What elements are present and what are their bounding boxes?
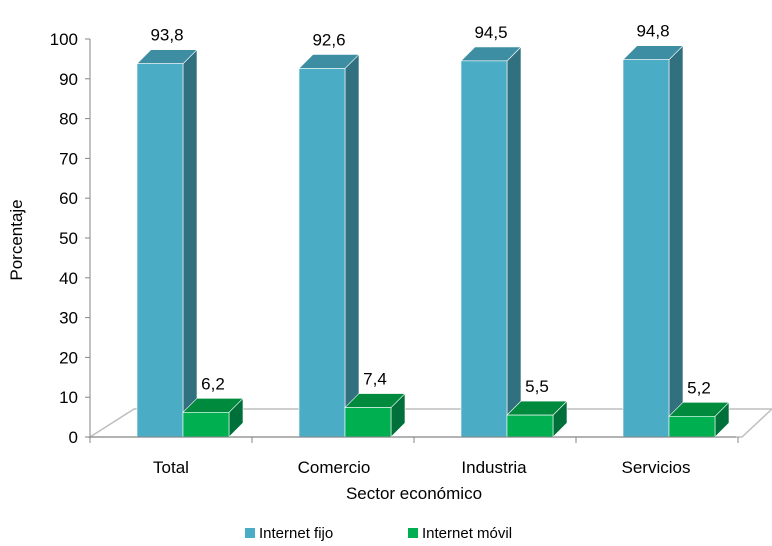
bar-front-face: [668, 416, 716, 438]
y-tick-label: 90: [59, 70, 78, 89]
x-axis: Total Comercio Industria Servicios: [89, 436, 739, 477]
bar-front-face: [182, 412, 230, 438]
legend-swatch-internet-fijo: [245, 528, 255, 538]
bar-internet-movil-total: [182, 397, 244, 438]
x-axis-title: Sector económico: [346, 484, 482, 503]
data-label-internet-movil-industria: 5,5: [525, 377, 549, 396]
data-label-internet-movil-comercio: 7,4: [363, 370, 387, 389]
x-tick-label: Industria: [461, 458, 527, 477]
legend: Internet fijo Internet móvil: [245, 525, 512, 542]
bar-internet-movil-industria: [506, 400, 568, 438]
bar-side-face: [506, 46, 522, 438]
data-label-internet-fijo-comercio: 92,6: [312, 30, 345, 49]
legend-label-internet-fijo: Internet fijo: [259, 525, 333, 542]
bar-side-face: [182, 48, 198, 438]
bar-front-face: [622, 59, 670, 438]
bar-side-face: [344, 53, 360, 438]
bar-internet-fijo-servicios: [622, 44, 684, 438]
data-labels: 93,8 6,2 92,6 7,4 94,5 5,5 94,8 5,2: [150, 22, 710, 398]
x-tick-label: Comercio: [298, 458, 371, 477]
x-tick-label: Servicios: [622, 458, 691, 477]
bar-front-face: [506, 414, 554, 438]
y-tick-label: 50: [59, 229, 78, 248]
data-label-internet-movil-total: 6,2: [201, 374, 225, 393]
y-axis-title: Porcentaje: [7, 199, 26, 280]
legend-swatch-internet-movil: [408, 528, 418, 538]
bar-internet-fijo-total: [136, 48, 198, 438]
y-tick-label: 10: [59, 388, 78, 407]
bars: [136, 44, 730, 438]
data-label-internet-fijo-total: 93,8: [150, 26, 183, 45]
y-tick-label: 0: [69, 428, 78, 447]
data-label-internet-fijo-servicios: 94,8: [636, 22, 669, 41]
bar-front-face: [298, 68, 346, 438]
bar-front-face: [136, 63, 184, 438]
y-tick-label: 20: [59, 348, 78, 367]
legend-label-internet-movil: Internet móvil: [422, 525, 512, 542]
bar-internet-fijo-industria: [460, 46, 522, 438]
bar-front-face: [344, 407, 392, 438]
y-tick-label: 70: [59, 149, 78, 168]
y-axis: 0 10 20 30 40 50 60 70 80 90 100: [50, 30, 91, 447]
bar-side-face: [668, 44, 684, 438]
y-tick-label: 60: [59, 189, 78, 208]
bar-front-face: [460, 60, 508, 438]
bar-internet-fijo-comercio: [298, 53, 360, 438]
y-tick-label: 80: [59, 110, 78, 129]
y-tick-label: 40: [59, 269, 78, 288]
y-tick-label: 100: [50, 30, 78, 49]
data-label-internet-fijo-industria: 94,5: [474, 23, 507, 42]
data-label-internet-movil-servicios: 5,2: [687, 378, 711, 397]
x-tick-label: Total: [153, 458, 189, 477]
y-tick-label: 30: [59, 309, 78, 328]
bar-internet-movil-comercio: [344, 392, 406, 438]
bar-internet-movil-servicios: [668, 401, 730, 438]
